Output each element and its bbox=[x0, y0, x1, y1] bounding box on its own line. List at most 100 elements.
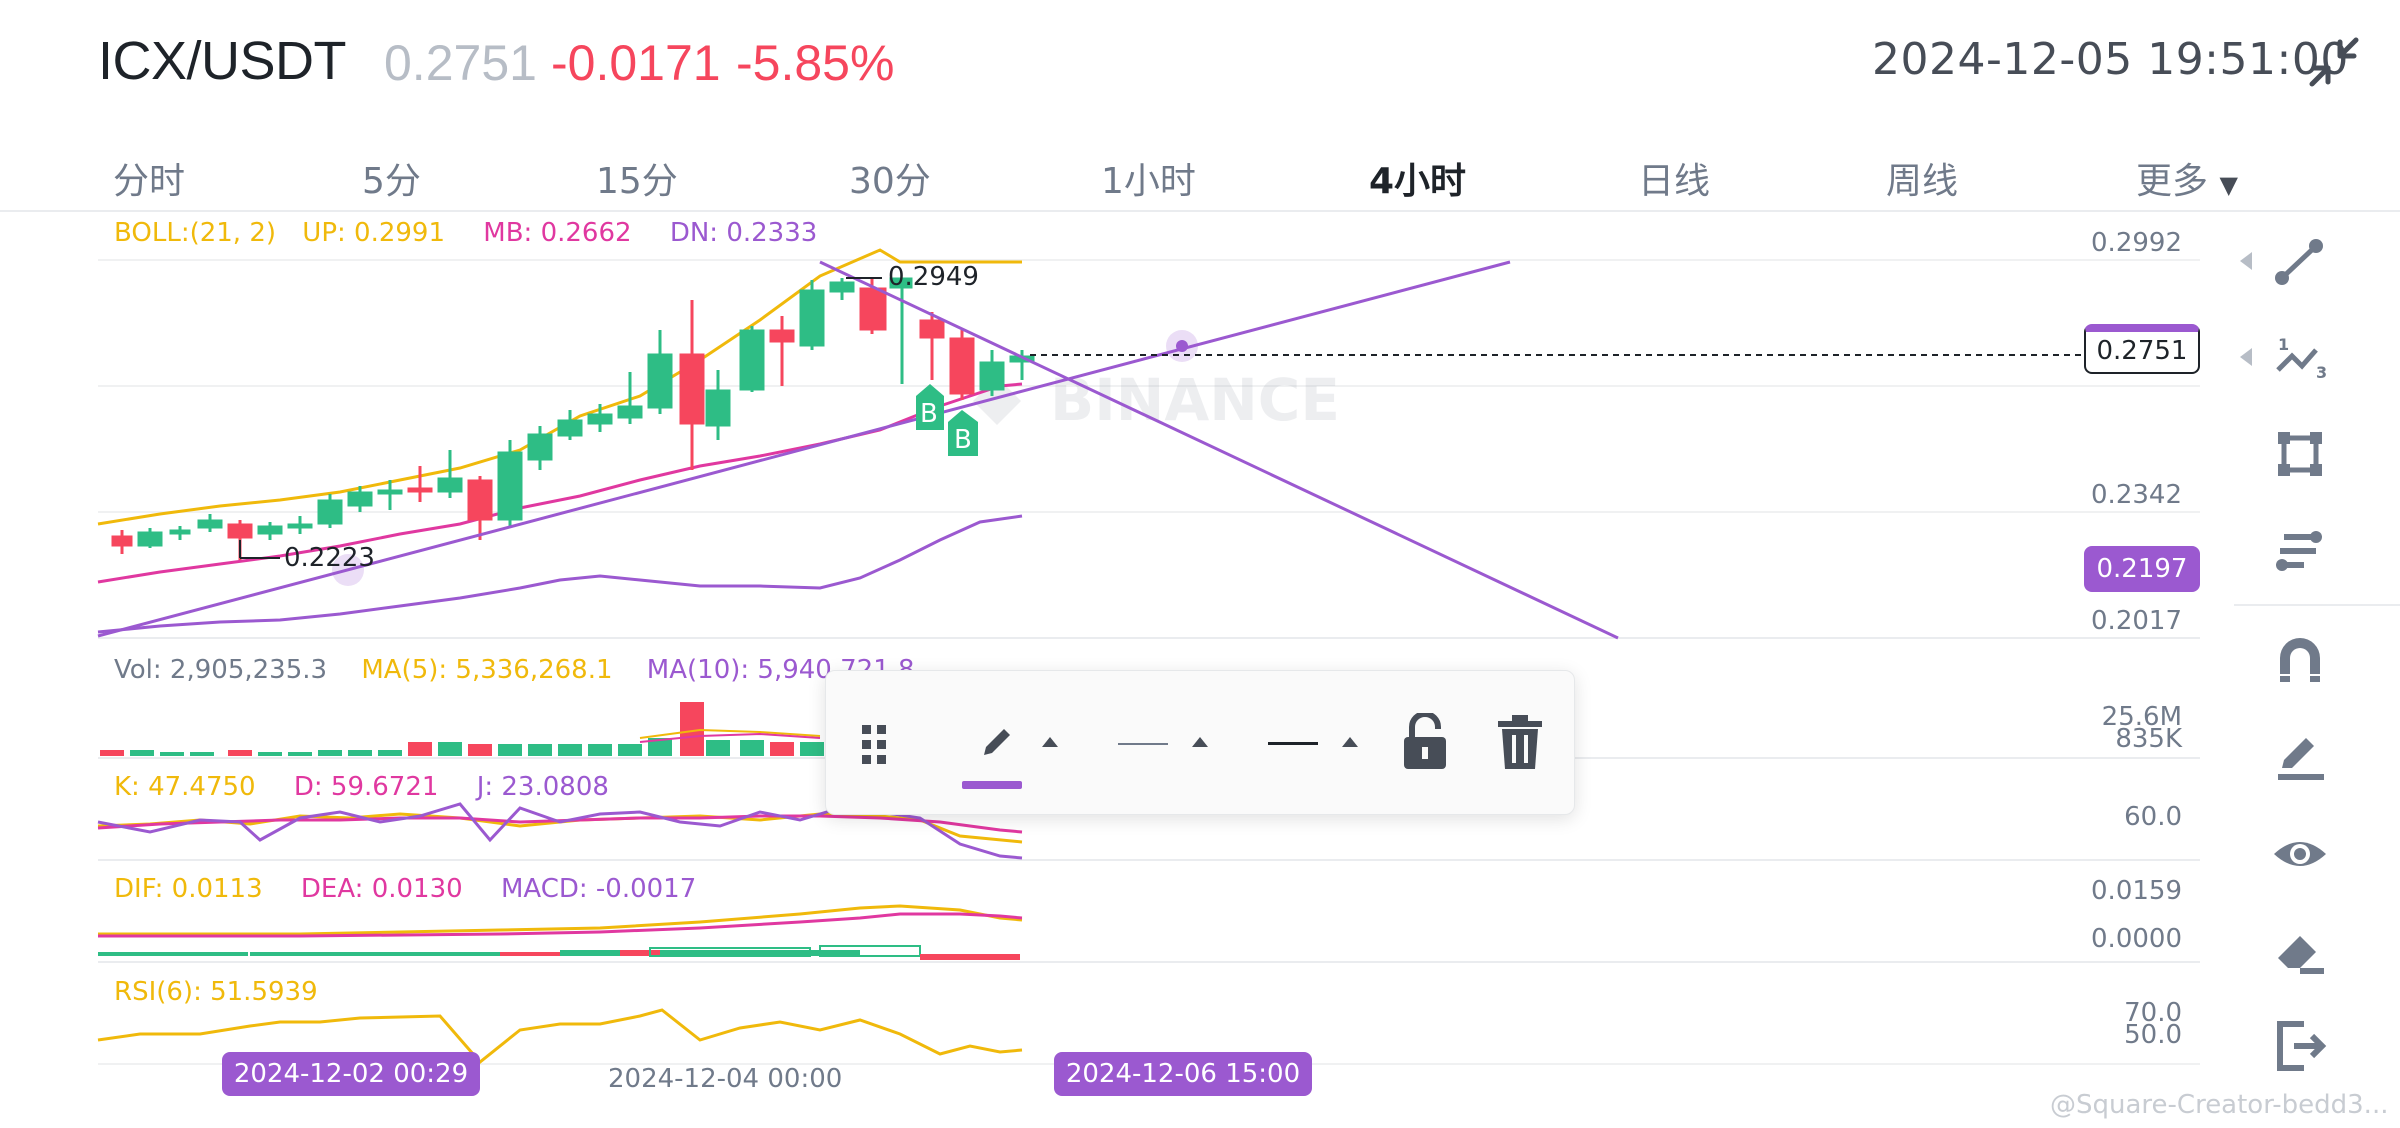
caret-up-icon[interactable] bbox=[1188, 731, 1212, 751]
candle bbox=[347, 486, 373, 512]
volume-bars bbox=[100, 702, 824, 756]
descending-trendline[interactable] bbox=[819, 260, 1619, 640]
vol-ma5: MA(5): 5,336,268.1 bbox=[361, 655, 613, 685]
kdj-d-line bbox=[97, 814, 1023, 834]
candle bbox=[197, 514, 223, 532]
candle bbox=[257, 522, 283, 540]
candle bbox=[407, 466, 433, 502]
macd-dif-line bbox=[98, 904, 1023, 936]
candle bbox=[467, 476, 493, 540]
macd-legend: DIF: 0.0113 DEA: 0.0130 MACD: -0.0017 bbox=[114, 874, 696, 904]
binance-logo: BINANCE bbox=[972, 366, 1340, 434]
vol-ma10-line bbox=[639, 732, 821, 743]
buy-marker: B bbox=[916, 384, 944, 430]
candlesticks bbox=[111, 277, 1035, 560]
fib-icon[interactable]: 1 3 bbox=[2270, 328, 2330, 388]
line-thin-icon[interactable] bbox=[1118, 743, 1168, 745]
time-pill-left: 2024-12-02 00:29 bbox=[222, 1052, 480, 1096]
tab-1h[interactable]: 1小时 bbox=[1101, 161, 1196, 202]
trendline-anchor-dot bbox=[1176, 340, 1188, 352]
caret-up-icon[interactable] bbox=[1038, 731, 1062, 751]
ascending-trendline[interactable] bbox=[97, 260, 1511, 638]
kdj-k: K: 47.4750 bbox=[114, 772, 256, 802]
eye-icon[interactable] bbox=[2270, 824, 2330, 884]
tab-more[interactable]: 更多 ▼ bbox=[2136, 152, 2238, 204]
macd-dif: DIF: 0.0113 bbox=[114, 874, 263, 904]
candle bbox=[647, 330, 673, 414]
kdj-j: J: 23.0808 bbox=[476, 772, 609, 802]
axis-label: 0.0159 bbox=[2091, 876, 2182, 906]
tab-5m[interactable]: 5分 bbox=[362, 161, 421, 202]
candle bbox=[919, 312, 945, 380]
pair-title: ICX/USDT bbox=[98, 31, 347, 91]
macd-histogram bbox=[98, 945, 1020, 960]
candle bbox=[287, 516, 313, 534]
caret-up-icon[interactable] bbox=[1338, 731, 1362, 751]
current-price-tag: 0.2751 bbox=[2084, 324, 2200, 374]
boll-params: BOLL:(21, 2) bbox=[114, 218, 277, 248]
datetime: 2024-12-05 19:51:00 bbox=[1872, 34, 2349, 85]
unlock-icon[interactable] bbox=[1400, 711, 1450, 771]
axis-label: 0.2992 bbox=[2091, 228, 2182, 258]
candle bbox=[137, 528, 163, 548]
color-swatch[interactable] bbox=[962, 781, 1022, 789]
svg-text:3: 3 bbox=[2316, 363, 2327, 382]
axis-label: 25.6M bbox=[2101, 702, 2182, 732]
candle bbox=[739, 326, 765, 392]
trendline-icon[interactable] bbox=[2270, 232, 2330, 292]
svg-text:1: 1 bbox=[2278, 335, 2289, 354]
line-thick-icon[interactable] bbox=[1268, 742, 1318, 745]
tab-15m[interactable]: 15分 bbox=[596, 161, 678, 202]
parallel-lines-icon[interactable] bbox=[2270, 520, 2330, 580]
pencil-icon[interactable] bbox=[976, 721, 1026, 765]
drag-handle-icon[interactable] bbox=[860, 723, 890, 767]
watermark-logo-text: BINANCE bbox=[1050, 366, 1340, 434]
low-label: 0.2223 bbox=[284, 543, 375, 573]
trendline-anchor-left[interactable] bbox=[332, 554, 364, 586]
candle bbox=[705, 370, 731, 440]
candle bbox=[617, 372, 643, 424]
time-pill-right: 2024-12-06 15:00 bbox=[1054, 1052, 1312, 1096]
last-price: 0.2751 bbox=[384, 35, 537, 91]
candle bbox=[829, 278, 855, 300]
axis-label: 60.0 bbox=[2124, 802, 2182, 832]
axis-label: 0.2017 bbox=[2091, 606, 2182, 636]
tab-30m[interactable]: 30分 bbox=[849, 161, 931, 202]
boll-up: UP: 0.2991 bbox=[302, 218, 446, 248]
caret-left-icon bbox=[2238, 346, 2254, 368]
boll-up-line bbox=[97, 248, 1022, 526]
brush-icon[interactable] bbox=[2270, 728, 2330, 788]
candle bbox=[799, 280, 825, 350]
macd-dea-line bbox=[98, 912, 1023, 938]
tab-time[interactable]: 分时 bbox=[113, 161, 186, 202]
tab-4h[interactable]: 4小时 bbox=[1369, 161, 1467, 202]
tab-more-label: 更多 bbox=[2136, 161, 2209, 202]
rectangle-icon[interactable] bbox=[2270, 424, 2330, 484]
candle bbox=[889, 277, 913, 384]
exit-icon[interactable] bbox=[2270, 1016, 2330, 1076]
macd-value: MACD: -0.0017 bbox=[500, 874, 697, 904]
drawing-toolbar bbox=[825, 670, 1575, 815]
boll-mb-line bbox=[97, 382, 1023, 584]
candle bbox=[949, 330, 975, 400]
boll-legend: BOLL:(21, 2) UP: 0.2991 MB: 0.2662 DN: 0… bbox=[114, 218, 817, 248]
candle bbox=[317, 494, 343, 528]
shrink-icon[interactable] bbox=[2304, 32, 2364, 92]
tab-1w[interactable]: 周线 bbox=[1886, 161, 1959, 202]
eraser-icon[interactable] bbox=[2270, 922, 2330, 982]
price-change: -0.0171 bbox=[551, 35, 721, 91]
candle bbox=[111, 530, 133, 554]
macd-dea: DEA: 0.0130 bbox=[300, 874, 463, 904]
axis-label: 50.0 bbox=[2124, 1020, 2182, 1050]
volume-legend: Vol: 2,905,235.3 MA(5): 5,336,268.1 MA(1… bbox=[114, 655, 915, 685]
rsi-legend: RSI(6): 51.5939 bbox=[114, 977, 318, 1007]
trash-icon[interactable] bbox=[1494, 715, 1546, 771]
magnet-icon[interactable] bbox=[2270, 630, 2330, 690]
caret-left-icon bbox=[2238, 250, 2254, 272]
kdj-d: D: 59.6721 bbox=[293, 772, 439, 802]
svg-text:B: B bbox=[954, 425, 972, 455]
kdj-legend: K: 47.4750 D: 59.6721 J: 23.0808 bbox=[114, 772, 609, 802]
rsi-value: RSI(6): 51.5939 bbox=[114, 977, 318, 1007]
tab-1d[interactable]: 日线 bbox=[1638, 161, 1711, 202]
